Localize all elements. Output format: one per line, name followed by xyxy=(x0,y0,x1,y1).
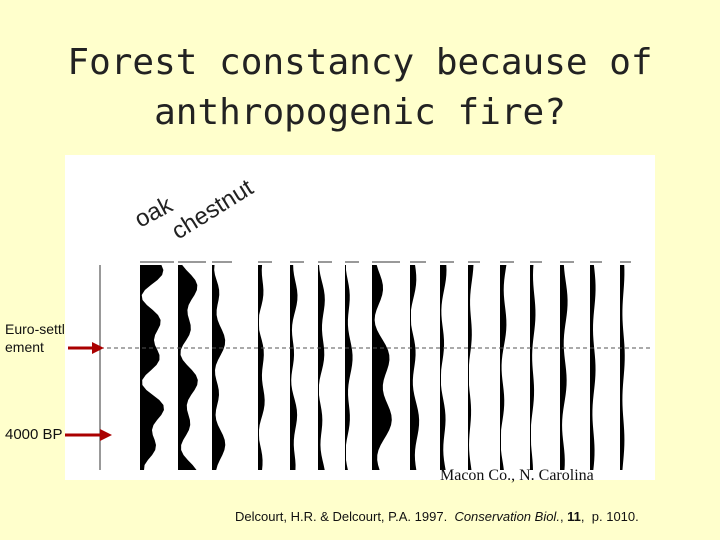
curve xyxy=(258,265,265,470)
arrow-head xyxy=(92,342,104,354)
curve xyxy=(372,265,392,470)
curve xyxy=(318,265,325,470)
citation: Delcourt, H.R. & Delcourt, P.A. 1997. Co… xyxy=(235,509,639,524)
curve xyxy=(620,265,625,470)
euro-settlement-label: Euro-settlement xyxy=(5,321,65,355)
citation-volume: 11 xyxy=(567,509,581,524)
citation-pages: p. 1010. xyxy=(591,509,639,524)
pollen-diagram-image xyxy=(65,155,655,480)
curve xyxy=(440,265,447,470)
curve xyxy=(468,265,474,470)
arrow-head xyxy=(100,429,112,441)
bp-label: 4000 BP xyxy=(5,426,63,443)
pollen-curves xyxy=(99,261,631,470)
curve xyxy=(140,265,164,470)
curve xyxy=(410,265,420,470)
citation-journal: Conservation Biol. xyxy=(454,509,560,524)
curve xyxy=(560,265,568,470)
citation-authors: Delcourt, H.R. & Delcourt, P.A. 1997. xyxy=(235,509,448,524)
slide-title: Forest constancy because of anthropogeni… xyxy=(67,42,653,133)
curve xyxy=(530,265,536,470)
curve xyxy=(500,265,507,470)
curve xyxy=(345,265,353,470)
location-label: Macon Co., N. Carolina xyxy=(440,467,594,484)
curve xyxy=(178,265,198,470)
curve xyxy=(212,265,226,470)
curve xyxy=(590,265,596,470)
curve xyxy=(290,265,298,470)
